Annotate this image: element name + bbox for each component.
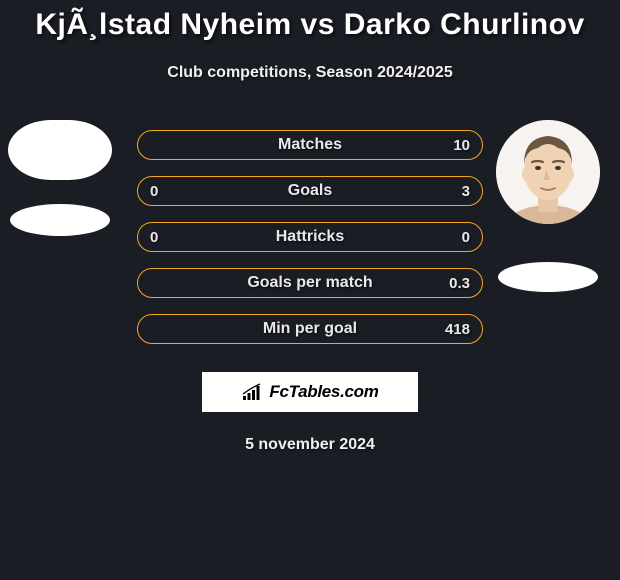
stat-row-goals-per-match: Goals per match 0.3 — [137, 268, 483, 298]
stat-right-value: 418 — [445, 321, 470, 338]
stat-rows: Matches 10 0 Goals 3 0 Hattricks 0 Goals… — [137, 130, 483, 344]
stat-label: Matches — [278, 136, 342, 154]
player-right-club-placeholder — [498, 262, 598, 292]
stat-label: Min per goal — [263, 320, 357, 338]
bar-chart-icon — [241, 382, 265, 402]
stat-row-min-per-goal: Min per goal 418 — [137, 314, 483, 344]
subtitle: Club competitions, Season 2024/2025 — [0, 64, 620, 82]
stat-left-value: 0 — [150, 229, 158, 246]
face-icon — [496, 120, 600, 224]
stat-left-value: 0 — [150, 183, 158, 200]
date-text: 5 november 2024 — [0, 436, 620, 454]
player-left-avatar-placeholder — [8, 120, 112, 180]
player-right-column — [496, 120, 600, 292]
brand-text: FcTables.com — [269, 382, 378, 402]
stat-right-value: 3 — [462, 183, 470, 200]
stat-right-value: 10 — [453, 137, 470, 154]
stat-label: Goals — [288, 182, 332, 200]
stat-row-matches: Matches 10 — [137, 130, 483, 160]
stat-row-goals: 0 Goals 3 — [137, 176, 483, 206]
player-left-club-placeholder — [10, 204, 110, 236]
comparison-card: KjÃ¸lstad Nyheim vs Darko Churlinov Club… — [0, 0, 620, 454]
stat-label: Hattricks — [276, 228, 344, 246]
player-left-column — [8, 120, 112, 236]
player-right-avatar — [496, 120, 600, 224]
brand-box[interactable]: FcTables.com — [202, 372, 418, 412]
stat-row-hattricks: 0 Hattricks 0 — [137, 222, 483, 252]
comparison-area: Matches 10 0 Goals 3 0 Hattricks 0 Goals… — [0, 130, 620, 344]
stat-label: Goals per match — [247, 274, 372, 292]
stat-right-value: 0 — [462, 229, 470, 246]
page-title: KjÃ¸lstad Nyheim vs Darko Churlinov — [0, 8, 620, 42]
stat-right-value: 0.3 — [449, 275, 470, 292]
